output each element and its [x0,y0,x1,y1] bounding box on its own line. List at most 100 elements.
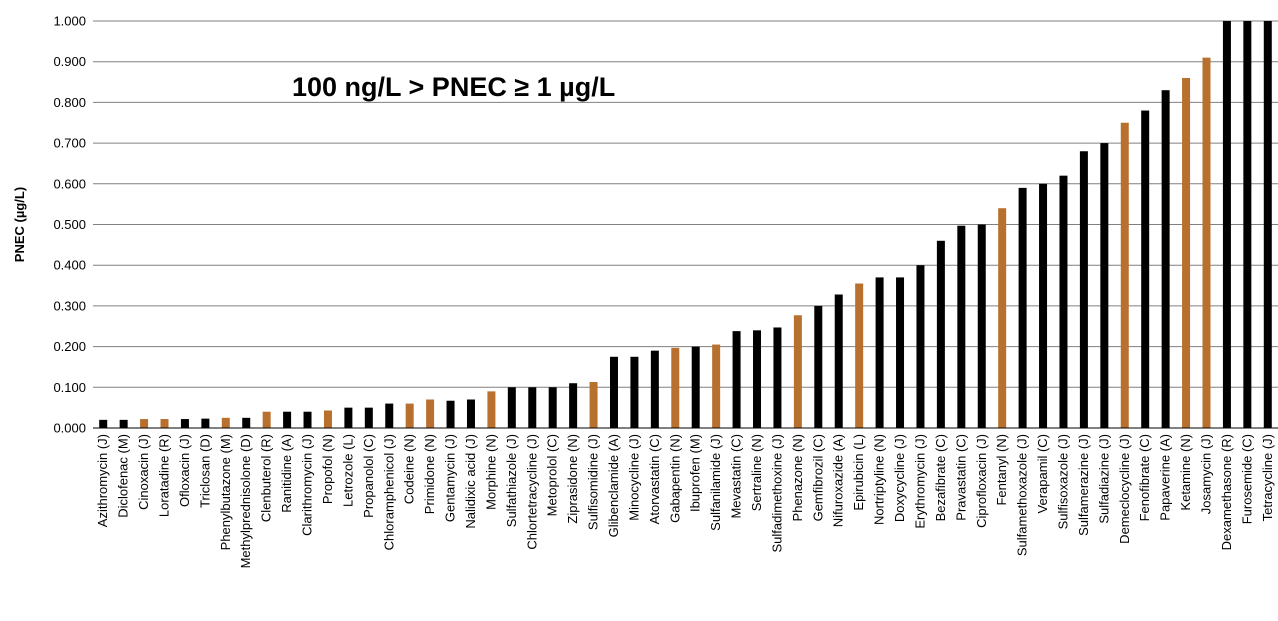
x-category-label: Erythromycin (J) [912,434,927,529]
x-category-label: Chlortetracycline (J) [524,434,539,550]
x-category-label: Epirubicin (L) [851,434,866,511]
bar [896,277,905,428]
bar [753,330,762,428]
x-category-label: Methylprednisolone (D) [238,434,253,568]
bar [793,315,802,428]
x-category-label: Tetracycline (J) [1260,434,1275,521]
y-tick-label: 1.000 [53,14,86,29]
x-category-label: Cinoxacin (J) [136,434,151,510]
bars [99,21,1272,429]
x-category-label: Verapamil (C) [1035,434,1050,513]
bar [650,350,659,428]
x-category-label: Propanolol (C) [361,434,376,518]
bar [1161,90,1170,428]
x-category-label: Sulfadiazine (J) [1096,434,1111,524]
y-tick-label: 0.500 [53,217,86,232]
bar [1059,175,1068,428]
bar [507,387,516,428]
bar [814,305,823,428]
x-category-label: Ofloxacin (J) [177,434,192,507]
bar [446,400,455,428]
x-category-label: Clarithromycin (J) [300,434,315,536]
y-tick-label: 0.700 [53,136,86,151]
x-category-label: Dexamethasone (R) [1219,434,1234,550]
bar [528,387,537,428]
x-category-label: Nortriptyline (N) [872,434,887,525]
x-category-label: Primidone (N) [422,434,437,514]
x-category-label: Gabapentin (N) [667,434,682,523]
bar [936,240,945,428]
x-category-label: Phenazone (N) [790,434,805,521]
bar [242,417,251,428]
bar [160,419,169,428]
x-category-label: Atorvastatin (C) [647,434,662,524]
x-category-label: Minocycline (J) [626,434,641,521]
bar [773,327,782,428]
x-category-label: Sulfadimethoxine (J) [769,434,784,553]
x-category-label: Chloramphenicol (J) [381,434,396,550]
x-category-label: Pravastatin (C) [953,434,968,521]
x-category-label: Fenofibrate (C) [1137,434,1152,521]
x-category-label: Demeclocycline (J) [1117,434,1132,544]
x-category-label: Sulfanilamide (J) [708,434,723,531]
x-category-label: Glibenclamide (A) [606,434,621,537]
x-category-label: Fentanyl (N) [994,434,1009,506]
y-tick-label: 0.200 [53,339,86,354]
y-tick-label: 0.100 [53,380,86,395]
bar [834,294,843,428]
bar [671,347,680,428]
x-category-label: Sulfisoxazole (J) [1055,434,1070,529]
bar [364,407,373,428]
x-category-label: Ketamine (N) [1178,434,1193,511]
bar [119,419,128,428]
x-category-label: Sulfathiazole (J) [504,434,519,527]
x-category-label: Doxycycline (J) [892,434,907,522]
y-tick-label: 0.900 [53,54,86,69]
bar [405,403,414,428]
bar [916,265,925,428]
bar [875,277,884,428]
x-category-label: Diclofenac (M) [116,434,131,518]
bar [303,411,312,428]
x-category-label: Propofol (N) [320,434,335,504]
x-category-label: Nifuroxazide (A) [831,434,846,527]
bar [589,382,598,428]
bar [1141,110,1150,428]
x-category-label: Ziprasidone (N) [565,434,580,524]
bar [1100,143,1109,428]
x-category-label: Metoprolol (C) [545,434,560,516]
bar [712,344,721,428]
bar [630,356,639,428]
x-category-label: Phenylbutazone (M) [218,434,233,550]
x-category-label: Furosemide (C) [1239,434,1254,524]
x-category-label: Morphine (N) [483,434,498,510]
bar [344,407,353,428]
y-axis-title: PNEC (µg/L) [12,187,27,262]
bar [732,331,741,428]
bar [1263,21,1272,428]
x-category-label: Sertraline (N) [749,434,764,511]
y-tick-label: 0.300 [53,298,86,313]
bar [1182,77,1191,428]
x-category-label: Ranitidine (A) [279,434,294,513]
x-category-label: Sulfisomidine (J) [586,434,601,530]
bar [548,387,557,428]
bar [466,399,475,428]
x-category-label: Triclosan (D) [197,434,212,508]
x-category-label: Nalidixic acid (J) [463,434,478,529]
x-category-label: Codeine (N) [402,434,417,504]
x-category-label: Clenbuterol (R) [259,434,274,522]
x-category-label: Gemfibrozil (C) [810,434,825,521]
y-axis-tick-labels: 0.000 0.100 0.200 0.300 0.400 0.500 0.600 0.700… [53,14,86,436]
bar [609,356,618,428]
bar [426,399,435,428]
y-tick-label: 0.000 [53,421,86,436]
bar [569,383,578,428]
gridlines [93,20,1278,429]
y-tick-label: 0.400 [53,258,86,273]
bar [221,417,230,428]
bar [180,419,189,428]
bar [385,403,394,428]
x-category-label: Letrozole (L) [340,434,355,507]
bar [957,225,966,428]
